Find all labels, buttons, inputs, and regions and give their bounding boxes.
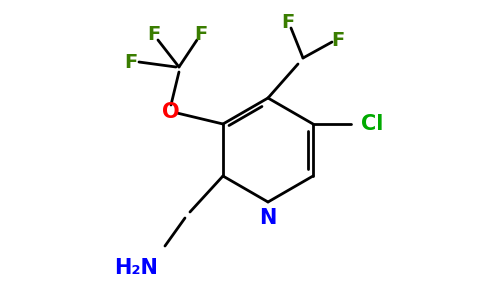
Text: Cl: Cl	[361, 114, 383, 134]
Text: F: F	[124, 52, 137, 71]
Text: F: F	[195, 26, 208, 44]
Text: F: F	[147, 26, 161, 44]
Text: N: N	[259, 208, 277, 228]
Text: F: F	[332, 31, 345, 50]
Text: H₂N: H₂N	[114, 258, 158, 278]
Text: F: F	[281, 14, 295, 32]
Text: O: O	[162, 102, 180, 122]
